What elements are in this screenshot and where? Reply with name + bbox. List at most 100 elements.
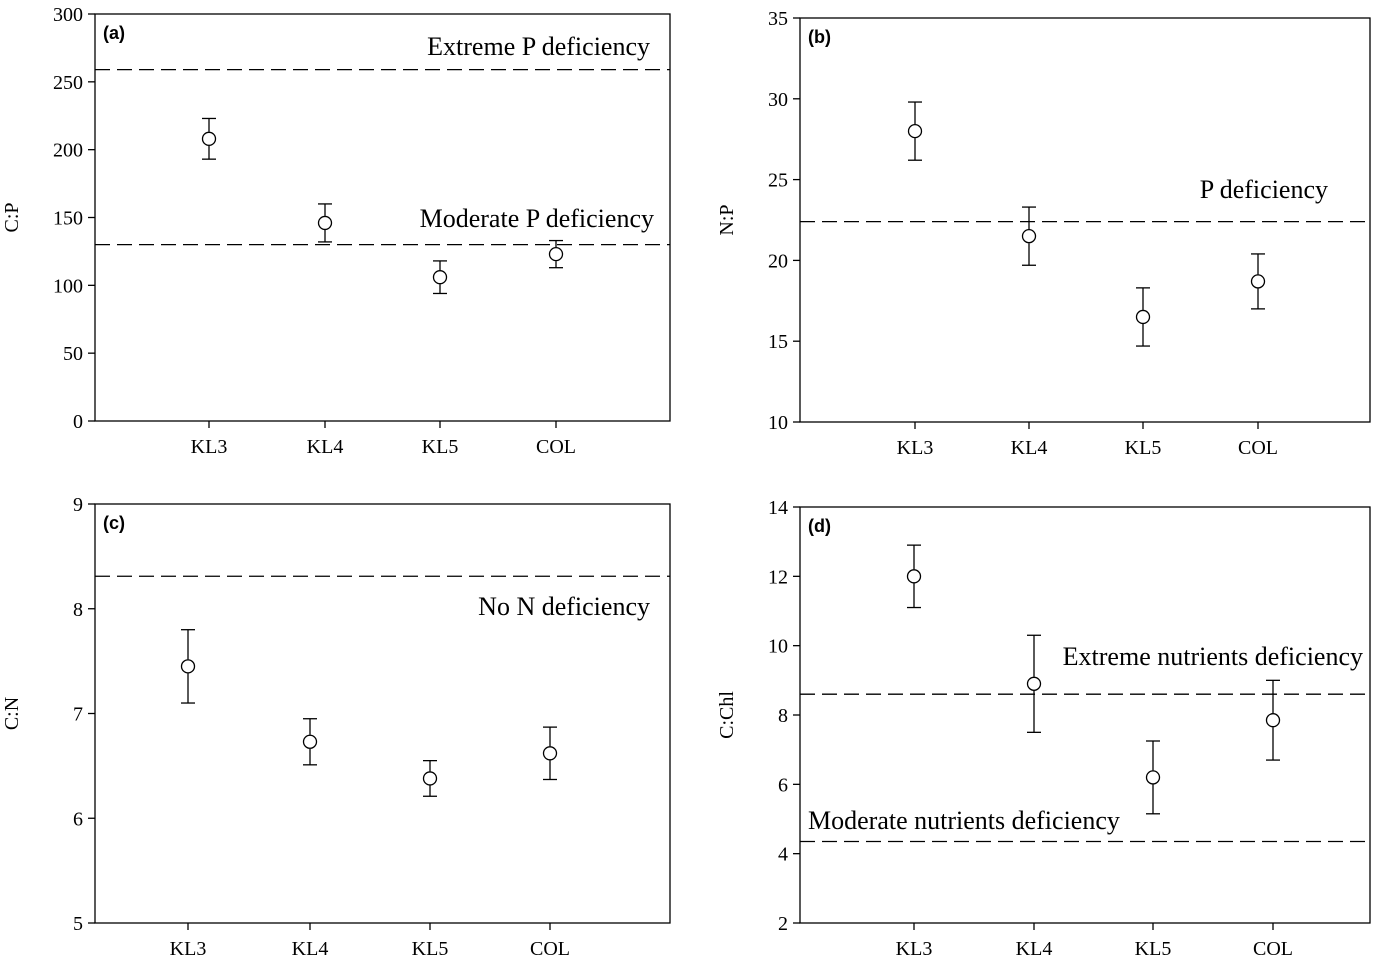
panel-label: (b): [808, 27, 831, 47]
reference-line-moderate: Moderate P deficiency: [95, 204, 670, 246]
y-tick-label: 6: [778, 774, 788, 796]
y-axis: 0 50 100 150 200 250 300: [53, 4, 95, 433]
plot-frame: [799, 506, 1371, 924]
data-point: [1250, 274, 1266, 289]
x-tick-label: KL4: [307, 436, 344, 458]
x-tick-label: COL: [536, 436, 576, 458]
reference-lines: Extreme P deficiency Moderate P deficien…: [95, 32, 670, 246]
y-tick-label: 10: [768, 412, 788, 434]
x-axis: KL3 KL4 KL5 COL: [170, 923, 570, 960]
data-point: [180, 659, 196, 674]
data-point: [1026, 676, 1042, 691]
y-tick-label: 50: [63, 343, 83, 365]
reference-line-label: P deficiency: [1200, 175, 1328, 204]
panel-label: (a): [103, 23, 125, 43]
x-axis: KL3 KL4 KL5 COL: [191, 421, 576, 458]
data-point: [1145, 770, 1161, 785]
panel-label: (c): [103, 513, 125, 533]
reference-line-label: Extreme P deficiency: [427, 32, 650, 61]
data-points: [201, 117, 564, 295]
y-tick-label: 5: [73, 913, 83, 935]
data-point: [906, 569, 922, 584]
panel-a: 0 50 100 150 200 250 300 KL3 KL4 KL5 COL Extreme …: [1, 4, 671, 458]
y-tick-label: 9: [73, 494, 83, 516]
y-tick-label: 0: [73, 411, 83, 433]
data-point: [1265, 713, 1281, 728]
data-point: [302, 734, 318, 749]
data-point: [542, 746, 558, 761]
reference-line-extreme: Extreme nutrients deficiency: [800, 642, 1370, 695]
y-tick-label: 250: [53, 72, 83, 94]
y-axis: 5 6 7 8 9: [73, 494, 95, 935]
x-tick-label: COL: [1238, 437, 1278, 459]
y-tick-label: 100: [53, 275, 83, 297]
y-tick-label: 150: [53, 208, 83, 230]
plot-frame: [799, 17, 1371, 423]
data-points: [907, 101, 1266, 347]
data-points: [180, 629, 558, 797]
y-tick-label: 25: [768, 170, 788, 192]
y-tick-label: 7: [73, 704, 83, 726]
x-tick-label: KL5: [412, 938, 449, 960]
y-tick-label: 300: [53, 4, 83, 26]
x-tick-label: KL3: [897, 437, 934, 459]
y-tick-label: 10: [768, 636, 788, 658]
x-axis: KL3 KL4 KL5 COL: [897, 422, 1278, 459]
y-axis-label: C:P: [1, 202, 23, 232]
x-axis: KL3 KL4 KL5 COL: [896, 923, 1293, 960]
data-point: [907, 123, 923, 139]
x-tick-label: KL3: [170, 938, 207, 960]
x-tick-label: KL5: [1125, 437, 1162, 459]
y-tick-label: 12: [768, 566, 788, 588]
reference-line-label: Moderate P deficiency: [420, 204, 654, 233]
data-points: [906, 544, 1281, 815]
panel-b: 10 15 20 25 30 35 KL3 KL4 KL5 COL P deficiency (…: [716, 8, 1371, 459]
data-point: [1021, 229, 1037, 244]
reference-line-label: Extreme nutrients deficiency: [1063, 642, 1363, 671]
reference-lines: P deficiency: [800, 175, 1370, 223]
panel-d: 2 4 6 8 10 12 14 KL3 KL4 KL5 COL Extreme nutrient…: [716, 497, 1371, 960]
y-tick-label: 4: [778, 844, 788, 866]
y-tick-label: 200: [53, 140, 83, 162]
data-point: [548, 246, 564, 262]
x-tick-label: KL3: [191, 436, 228, 458]
y-tick-label: 8: [73, 599, 83, 621]
x-tick-label: COL: [1253, 938, 1293, 960]
y-tick-label: 15: [768, 331, 788, 353]
data-point: [432, 270, 448, 285]
y-tick-label: 14: [768, 497, 788, 519]
y-tick-label: 6: [73, 808, 83, 830]
reference-line-extreme: Extreme P deficiency: [95, 32, 670, 71]
y-axis: 10 15 20 25 30 35: [768, 8, 800, 434]
reference-lines: No N deficiency: [95, 575, 670, 621]
y-axis-label: N:P: [716, 204, 738, 235]
x-tick-label: KL3: [896, 938, 933, 960]
y-axis-label: C:N: [1, 697, 23, 730]
x-tick-label: COL: [530, 938, 570, 960]
y-tick-label: 8: [778, 705, 788, 727]
data-point: [422, 771, 438, 786]
y-tick-label: 35: [768, 8, 788, 30]
y-tick-label: 30: [768, 89, 788, 111]
x-tick-label: KL5: [1135, 938, 1172, 960]
reference-lines: Extreme nutrients deficiency Moderate nu…: [800, 642, 1370, 843]
y-axis-label: C:Chl: [716, 691, 738, 739]
reference-line-p: P deficiency: [800, 175, 1370, 223]
plot-frame: [94, 503, 671, 924]
reference-line-label: Moderate nutrients deficiency: [808, 806, 1120, 835]
reference-line-no-n: No N deficiency: [95, 575, 670, 621]
data-point: [317, 215, 333, 231]
y-tick-label: 20: [768, 250, 788, 272]
y-axis: 2 4 6 8 10 12 14: [768, 497, 800, 935]
panel-label: (d): [808, 516, 831, 536]
reference-line-moderate: Moderate nutrients deficiency: [800, 806, 1370, 843]
x-tick-label: KL4: [292, 938, 329, 960]
reference-line-label: No N deficiency: [478, 592, 650, 621]
x-tick-label: KL5: [422, 436, 459, 458]
y-tick-label: 2: [778, 913, 788, 935]
data-point: [1135, 309, 1151, 325]
x-tick-label: KL4: [1011, 437, 1048, 459]
data-point: [201, 131, 217, 146]
panel-c: 5 6 7 8 9 KL3 KL4 KL5 COL No N deficiency (c) C…: [1, 494, 671, 960]
